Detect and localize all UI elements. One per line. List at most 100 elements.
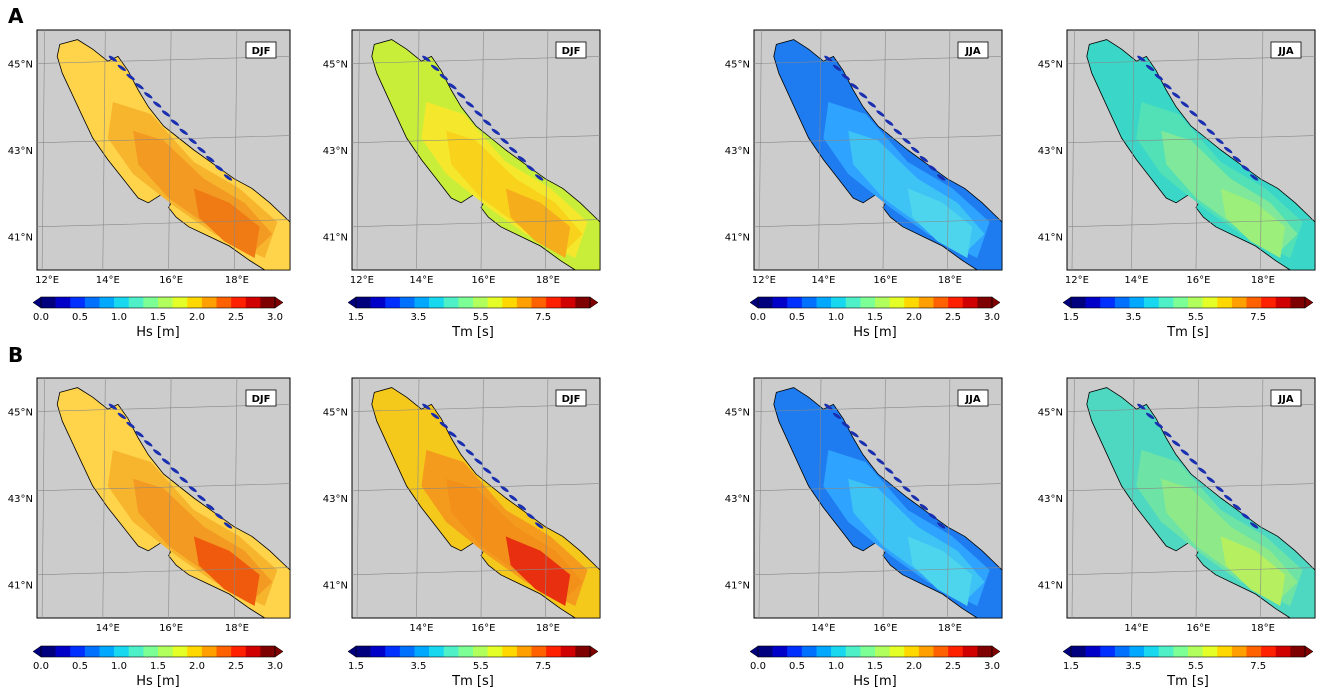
colorbar-tick-label: 2.0 <box>906 312 922 323</box>
gridline-lon <box>102 30 106 270</box>
colorbar-segment <box>458 646 474 657</box>
season-label: JJA <box>964 46 980 57</box>
island <box>509 146 518 154</box>
colorbar-tick-label: 5.5 <box>473 312 489 323</box>
lat-tick-label: 45°N <box>323 60 348 71</box>
colorbar-segment <box>55 646 71 657</box>
island <box>902 137 911 145</box>
island <box>1163 431 1172 438</box>
colorbar-tick-label: 3.0 <box>984 661 1000 672</box>
lon-tick-label: 18°E <box>536 275 560 286</box>
island <box>902 485 911 493</box>
colorbar-frame <box>40 296 276 309</box>
colorbar-label: Tm [s] <box>1166 674 1209 689</box>
colorbar-tick-label: 3.0 <box>267 312 283 323</box>
island <box>526 513 535 520</box>
colorbar-label: Hs [m] <box>136 325 180 340</box>
lon-tick-label: 12°E <box>1065 275 1089 286</box>
gridline-lon <box>480 30 484 270</box>
colorbar-tick-label: 0.5 <box>789 312 805 323</box>
island <box>876 110 885 117</box>
season-box <box>957 41 989 59</box>
colorbar-segment <box>443 297 459 308</box>
colorbar-label: Tm [s] <box>1166 325 1209 340</box>
colorbar-segment <box>245 646 261 657</box>
gridline-lon <box>758 378 762 618</box>
island <box>526 165 535 172</box>
colorbar-frame <box>757 296 993 309</box>
island <box>1137 403 1146 410</box>
colorbar-svg: 1.5 3.5 5.5 7.5 Tm [s] <box>1062 645 1314 689</box>
colorbar-svg: 1.5 3.5 5.5 7.5 Tm [s] <box>347 296 599 340</box>
colorbar-tick-label: 2.5 <box>945 661 961 672</box>
colorbar-segment <box>99 297 115 308</box>
colorbar-segment <box>1188 646 1203 657</box>
island <box>188 485 197 493</box>
island <box>153 449 162 456</box>
colorbar-segment <box>356 297 371 308</box>
map-svg: DJF 45°N 43°N 41°N 14°E 16°E 18°E <box>323 377 601 634</box>
lat-tick-label: 45°N <box>323 408 348 419</box>
island <box>509 494 518 502</box>
colorbar-segment <box>473 646 488 657</box>
colorbar-segment <box>860 297 876 308</box>
colorbar-segment <box>114 297 130 308</box>
colorbar-frame <box>355 645 591 658</box>
season-label: JJA <box>1277 46 1293 57</box>
colorbar-tick-label: 7.5 <box>1250 661 1266 672</box>
colorbar-segment <box>918 297 934 308</box>
island <box>465 449 474 456</box>
colorbar-segment <box>458 297 474 308</box>
colorbar-segment <box>560 297 576 308</box>
island <box>215 165 224 172</box>
island <box>1215 137 1224 145</box>
colorbar-tick-label: 3.5 <box>410 312 426 323</box>
island <box>188 137 197 145</box>
row-label-a: A <box>8 4 24 28</box>
gridline-lon <box>168 378 172 618</box>
island <box>430 64 440 72</box>
colorbar-segment <box>216 646 232 657</box>
gridline-lat <box>754 567 1002 576</box>
colorbar-tick-label: 7.5 <box>535 312 551 323</box>
colorbar-segment <box>1290 297 1306 308</box>
colorbar-segment <box>231 646 247 657</box>
colorbar-tick-label: 0.5 <box>72 661 88 672</box>
map-svg: JJA 45°N 43°N 41°N 12°E 14°E 16°E 18°E <box>1038 29 1316 286</box>
island <box>1189 110 1198 117</box>
island <box>465 101 474 108</box>
colorbar-segment <box>801 297 817 308</box>
colorbar-tick-label: 1.5 <box>867 312 883 323</box>
lon-tick-label: 18°E <box>1251 623 1275 634</box>
colorbar-tick-label: 2.5 <box>945 312 961 323</box>
island <box>1250 522 1259 529</box>
season-box <box>555 41 587 59</box>
colorbar-extend-min <box>347 296 357 309</box>
gridline-lat <box>352 483 600 492</box>
colorbar-segment <box>487 646 503 657</box>
gridline-lon <box>41 30 45 270</box>
lon-tick-label: 16°E <box>159 623 183 634</box>
gridline-lon <box>1195 378 1199 618</box>
island <box>491 128 500 135</box>
colorbar-tick-label: 1.5 <box>348 312 364 323</box>
colorbar-tick-label: 1.5 <box>150 312 166 323</box>
contour-band <box>1220 188 1286 258</box>
colorbar-segment <box>1261 297 1277 308</box>
lat-tick-label: 43°N <box>323 494 348 505</box>
colorbar-extend-min <box>1062 645 1072 658</box>
colorbar-segment <box>414 646 430 657</box>
gridline-lon <box>882 30 886 270</box>
colorbar-extend-min <box>749 296 759 309</box>
island <box>483 467 492 474</box>
colorbar-frame <box>1070 645 1306 658</box>
lat-tick-label: 41°N <box>1038 232 1063 243</box>
gridline-lon <box>234 378 238 618</box>
island <box>197 494 206 502</box>
map-panel-jja-tm: JJA 45°N 43°N 41°N 14°E 16°E 18°E <box>1038 377 1316 634</box>
season-label: JJA <box>1277 394 1293 405</box>
colorbar-segment <box>889 646 905 657</box>
colorbar-segment <box>1158 646 1174 657</box>
map-panel-djf-hs: DJF 45°N 43°N 41°N 12°E 14°E 16°E 18°E <box>8 29 291 286</box>
gridline-lon <box>356 30 360 270</box>
